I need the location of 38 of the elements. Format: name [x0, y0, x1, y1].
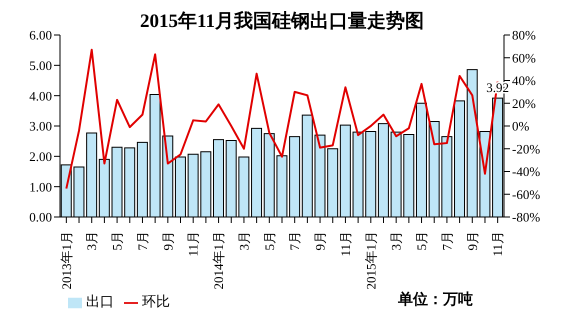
y-tick-label: 2.00	[29, 148, 52, 164]
y-tick-label: 1.00	[29, 179, 52, 194]
x-tick-label: 3月	[388, 231, 404, 250]
y2-tick-label: -20%	[512, 141, 540, 156]
y-tick-label: 6.00	[29, 28, 52, 43]
y-tick-label: 5.00	[29, 58, 52, 73]
y2-tick-label: 60%	[512, 50, 536, 66]
x-tick-label: 7月	[439, 231, 454, 250]
y-tick-label: 0.00	[29, 210, 52, 225]
x-tick-label: 11月	[186, 231, 201, 257]
y2-tick-label: 80%	[512, 28, 536, 43]
chart-title: 2015年11月我国硅钢出口量走势图	[140, 11, 424, 32]
x-tick-label: 9月	[464, 231, 480, 250]
x-tick-label: 2015年1月	[363, 231, 378, 290]
x-tick-label: 11月	[490, 231, 506, 257]
y2-tick-label: -80%	[512, 210, 540, 225]
y2-tick-label: -60%	[512, 186, 540, 202]
y2-tick-label: -40%	[512, 164, 540, 180]
y-tick-label: 4.00	[29, 88, 52, 104]
x-tick-label: 9月	[160, 231, 176, 250]
x-tick-label: 7月	[134, 231, 150, 250]
x-tick-label: 3月	[84, 231, 100, 250]
y-tick-label: 3.00	[29, 118, 52, 134]
legend-label: 环比	[142, 295, 170, 310]
y2-tick-label: 0%	[512, 118, 530, 134]
x-tick-label: 3月	[236, 231, 252, 250]
x-tick-label: 5月	[262, 231, 277, 250]
x-tick-label: 2014年1月	[211, 231, 226, 290]
y2-tick-label: 40%	[512, 73, 536, 88]
x-tick-label: 7月	[287, 231, 302, 250]
x-tick-label: 11月	[338, 231, 353, 257]
x-tick-label: 2013年1月	[58, 231, 74, 290]
x-tick-label: 5月	[414, 231, 430, 250]
text: 单位：万吨	[398, 290, 473, 309]
x-tick-label: 5月	[110, 231, 125, 250]
x-tick-label: 9月	[312, 231, 328, 250]
y2-tick-label: 20%	[512, 96, 536, 111]
legend-label: 出口	[86, 295, 114, 310]
